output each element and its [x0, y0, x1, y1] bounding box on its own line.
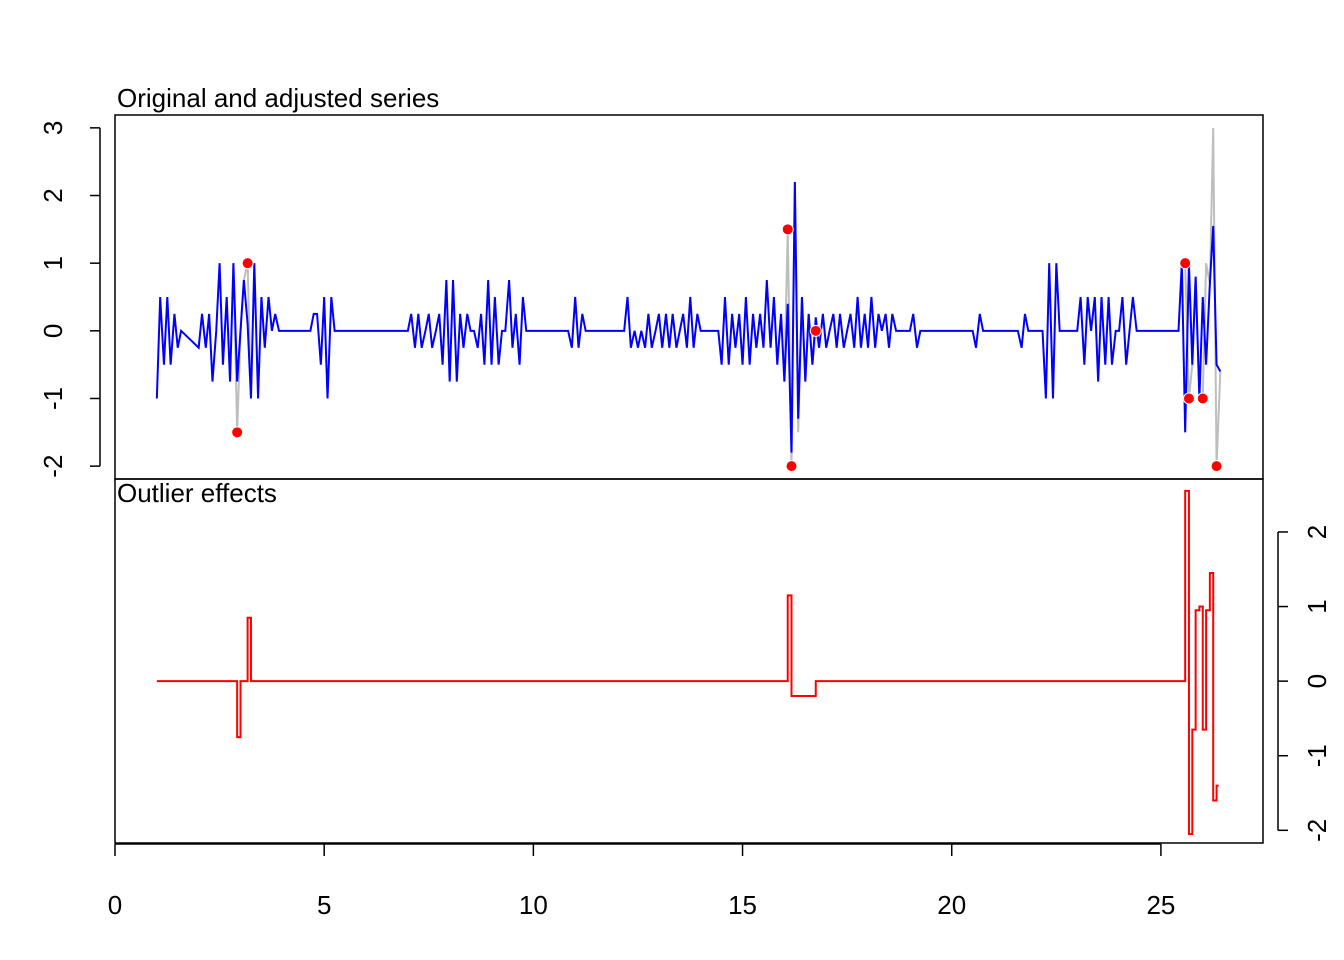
- y-tick-label: 2: [38, 188, 68, 202]
- outlier-point: [231, 426, 244, 439]
- outlier-point: [809, 324, 822, 337]
- plot-box: [114, 478, 1264, 844]
- outlier-point: [1179, 257, 1192, 270]
- y-tick-label: 0: [1302, 674, 1332, 688]
- outlier-point: [781, 223, 794, 236]
- panel-title: Original and adjusted series: [117, 83, 439, 113]
- panel-title: Outlier effects: [117, 478, 277, 508]
- y-tick-label: 3: [38, 121, 68, 135]
- y-tick-label: 1: [1302, 599, 1332, 613]
- x-tick-label: 0: [108, 890, 122, 920]
- x-tick-label: 25: [1146, 890, 1175, 920]
- plot-box: [114, 114, 1264, 480]
- outlier-point: [1182, 392, 1195, 405]
- effects-line: [156, 489, 1219, 836]
- y-tick-label: 1: [38, 256, 68, 270]
- y-tick-label: 2: [1302, 525, 1332, 539]
- x-tick-label: 10: [519, 890, 548, 920]
- x-tick-label: 20: [937, 890, 966, 920]
- series-line: [155, 181, 1222, 453]
- series-line: [232, 127, 1222, 467]
- outlier-point: [1196, 392, 1209, 405]
- x-tick-label: 5: [317, 890, 331, 920]
- y-tick-label: -1: [1302, 744, 1332, 767]
- x-tick-label: 15: [728, 890, 757, 920]
- outlier-point: [241, 257, 254, 270]
- y-tick-label: 0: [38, 324, 68, 338]
- outlier-point: [1210, 460, 1223, 473]
- y-tick-label: -2: [38, 455, 68, 478]
- outlier-point: [785, 460, 798, 473]
- y-tick-label: -2: [1302, 819, 1332, 842]
- y-tick-label: -1: [38, 387, 68, 410]
